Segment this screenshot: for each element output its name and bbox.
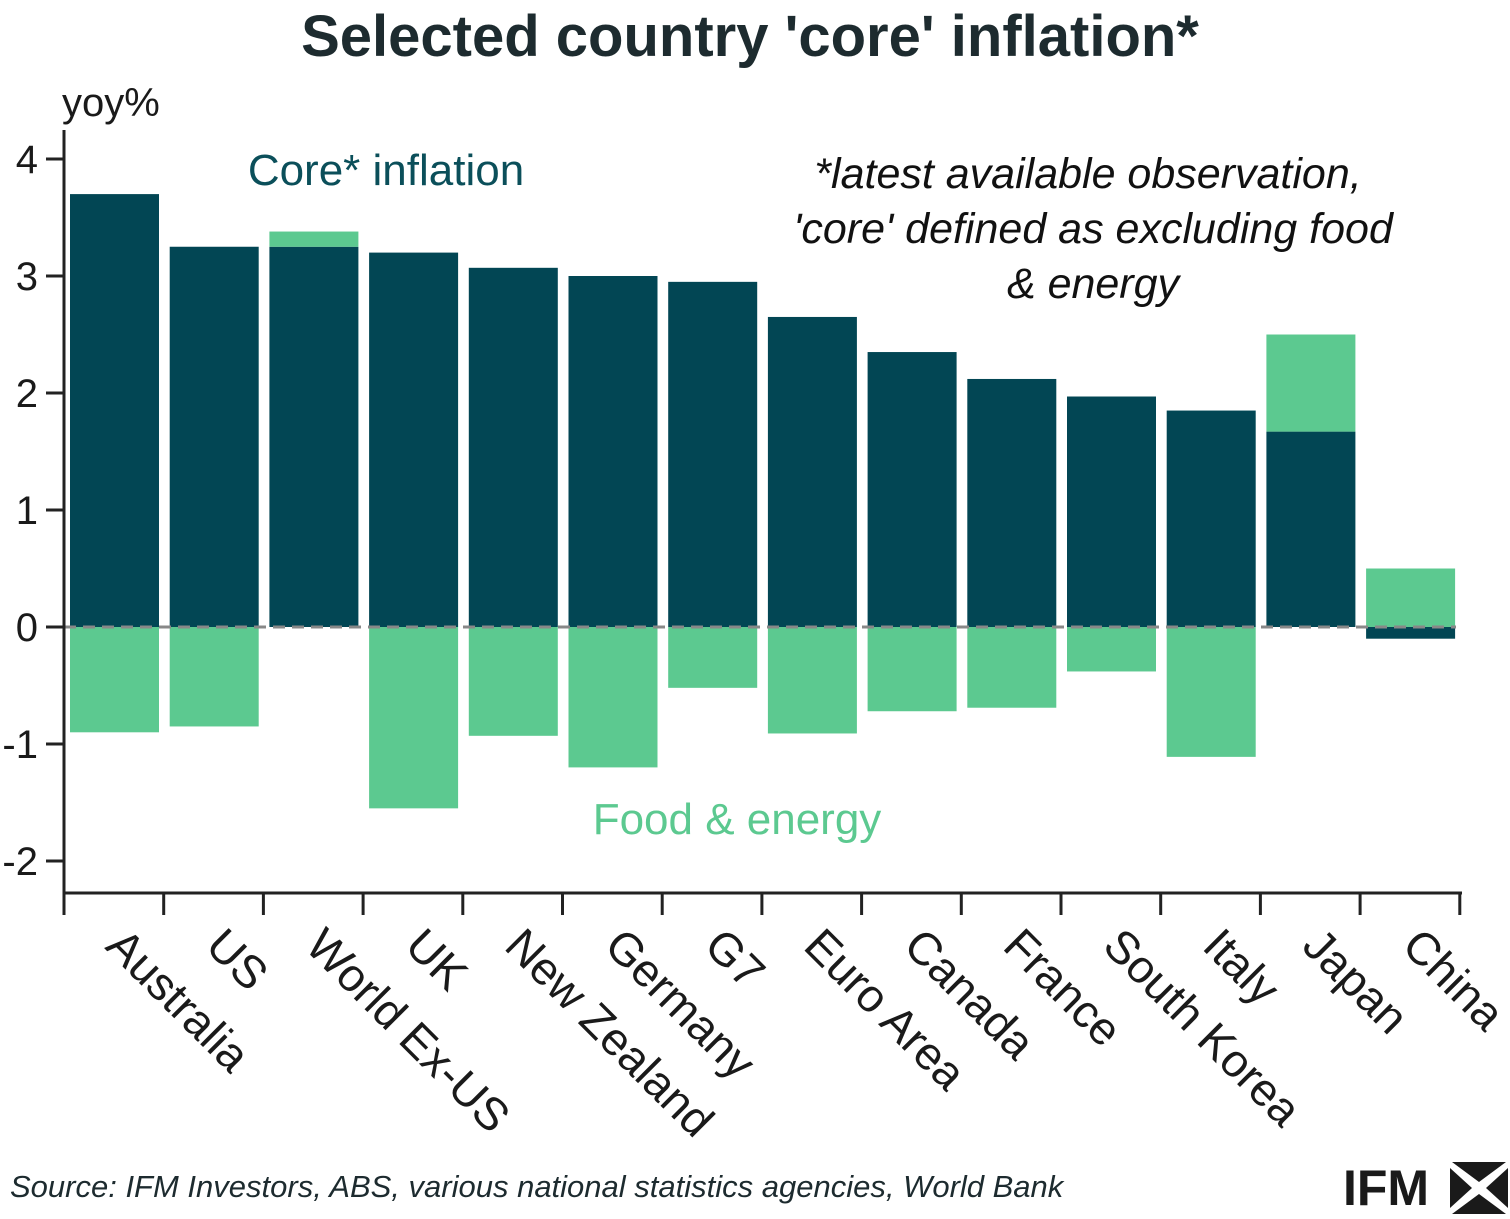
y-tick-label: -1 xyxy=(2,723,38,767)
bar-core-italy xyxy=(1166,410,1256,627)
bar-food-energy-new-zealand xyxy=(468,627,558,736)
ifm-logo-mark-icon xyxy=(1450,1162,1508,1214)
bar-food-energy-japan xyxy=(1266,334,1356,432)
bar-core-euro-area xyxy=(767,316,857,627)
bar-food-energy-germany xyxy=(568,627,658,768)
bar-core-us xyxy=(169,246,259,627)
y-axis-label: yoy% xyxy=(62,81,160,125)
y-tick-label: 0 xyxy=(16,606,38,650)
legend-core-label: Core* inflation xyxy=(248,146,524,195)
bar-food-energy-china xyxy=(1366,568,1456,627)
bar-core-germany xyxy=(568,276,658,627)
bar-core-world-ex-us xyxy=(269,246,359,627)
bar-food-energy-france xyxy=(967,627,1057,708)
source-note: Source: IFM Investors, ABS, various nati… xyxy=(10,1169,1065,1204)
bar-food-energy-south-korea xyxy=(1067,627,1156,672)
bar-food-energy-us xyxy=(169,627,259,727)
bars-group xyxy=(70,194,1456,809)
y-ticks-group: 4 3 2 1 0 -1 -2 xyxy=(2,138,64,884)
category-label: G7 xyxy=(695,918,775,998)
bar-core-uk xyxy=(369,252,459,627)
y-tick-label: 1 xyxy=(16,489,38,533)
ifm-logo: IFM xyxy=(1343,1160,1508,1216)
category-label: UK xyxy=(396,918,478,1000)
bar-core-south-korea xyxy=(1067,396,1156,627)
category-label: Japan xyxy=(1293,918,1418,1043)
category-label: US xyxy=(197,918,279,1000)
bar-core-japan xyxy=(1266,431,1356,627)
legend-food-energy-label: Food & energy xyxy=(593,795,882,844)
ifm-logo-text: IFM xyxy=(1343,1160,1429,1216)
annotation-line-2: 'core' defined as excluding food xyxy=(793,205,1395,253)
bar-food-energy-australia xyxy=(70,627,159,733)
annotation-line-3: & energy xyxy=(1007,260,1182,308)
bar-core-france xyxy=(967,378,1057,627)
y-tick-label: 3 xyxy=(16,255,38,299)
bar-core-canada xyxy=(867,352,957,627)
bar-food-energy-euro-area xyxy=(767,627,857,734)
y-tick-label: 2 xyxy=(16,372,38,416)
bar-food-energy-uk xyxy=(369,627,459,809)
chart-title: Selected country 'core' inflation* xyxy=(301,4,1199,69)
bar-core-g7 xyxy=(668,281,758,627)
bar-core-new-zealand xyxy=(468,267,558,627)
bar-core-china xyxy=(1366,627,1456,639)
category-label: China xyxy=(1393,918,1510,1040)
bar-core-australia xyxy=(70,194,159,627)
x-ticks-group xyxy=(62,893,1462,915)
bar-food-energy-canada xyxy=(867,627,957,712)
bar-food-energy-world-ex-us xyxy=(269,231,359,247)
y-tick-label: 4 xyxy=(16,138,38,182)
bar-food-energy-g7 xyxy=(668,627,758,688)
annotation-line-1: *latest available observation, xyxy=(814,150,1361,198)
y-tick-label: -2 xyxy=(2,840,38,884)
bar-food-energy-italy xyxy=(1166,627,1256,757)
